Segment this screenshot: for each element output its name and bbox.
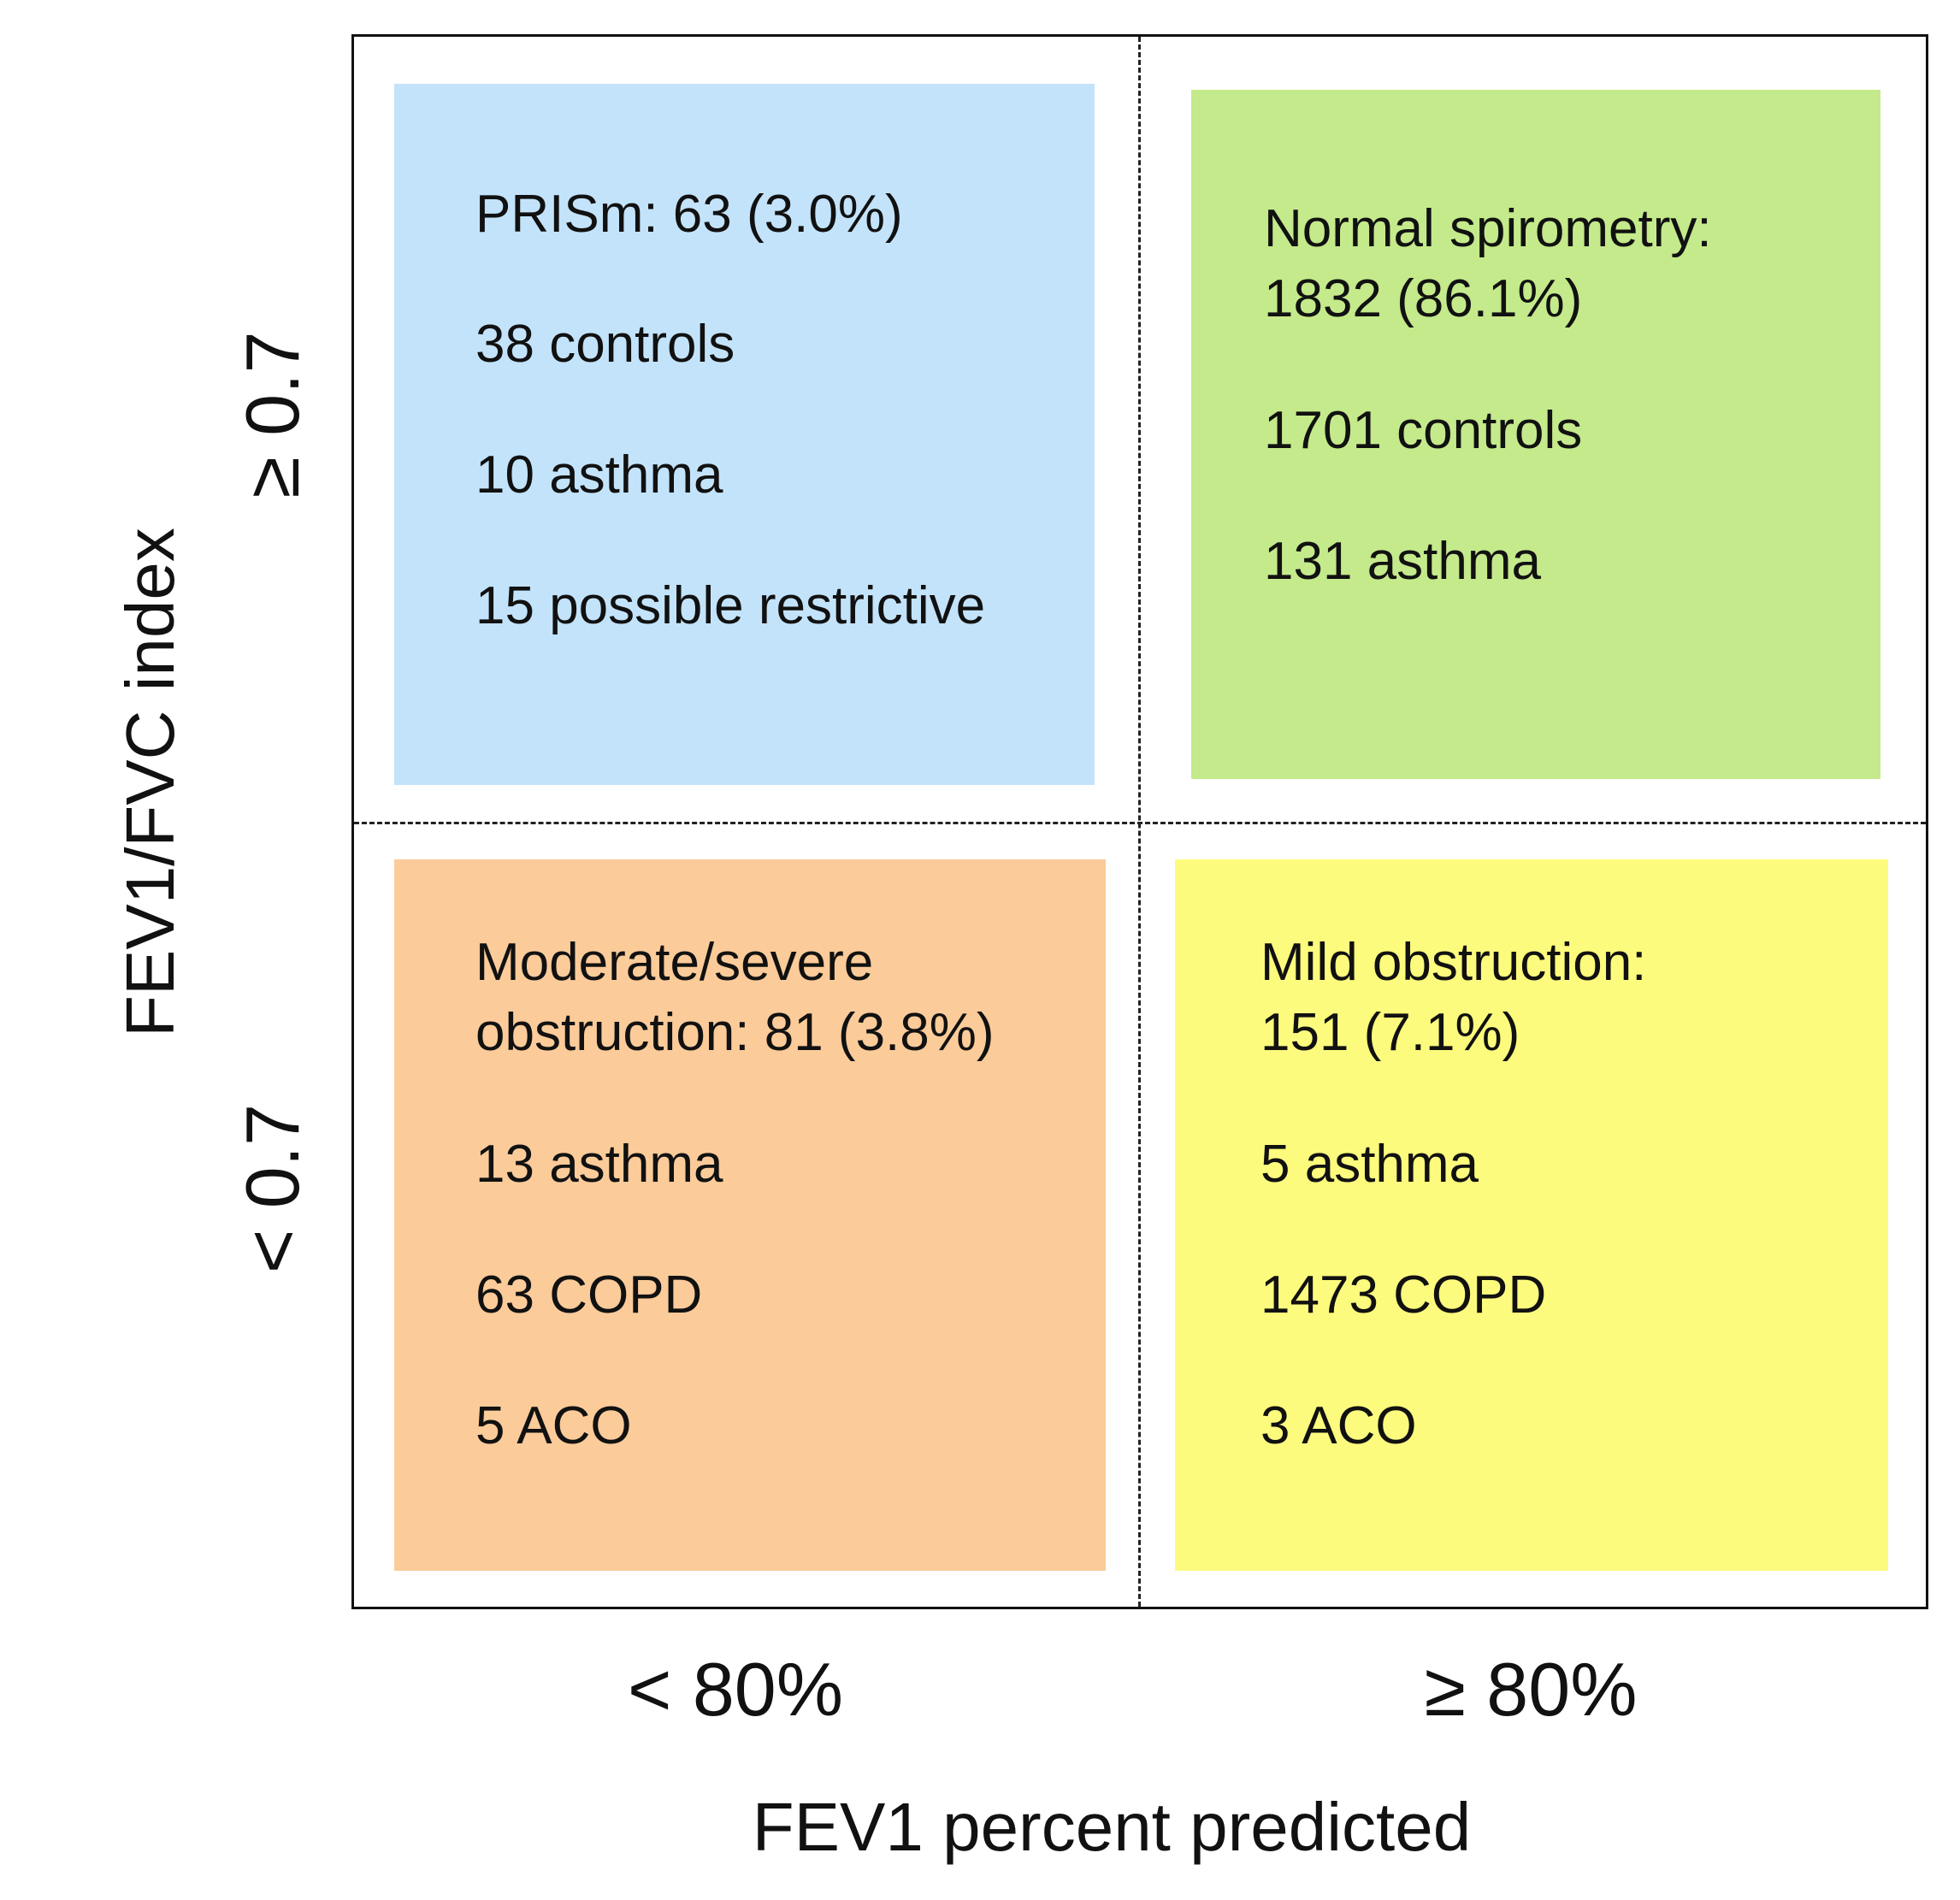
y-axis-label: FEV1/FVC index (112, 528, 188, 1037)
quadrant-line: 1473 COPD (1260, 1266, 1547, 1325)
quadrant-line: 5 ACO (475, 1396, 632, 1455)
quadrant-line: 10 asthma (475, 445, 723, 505)
quadrant-line: 131 asthma (1264, 532, 1541, 591)
quadrant-line: 1701 controls (1264, 401, 1583, 460)
quadrant-title: Mild obstruction: 151 (7.1%) (1260, 933, 1647, 1062)
quadrant-prism: PRISm: 63 (3.0%) 38 controls 10 asthma 1… (394, 84, 1095, 785)
x-tick-low: < 80% (628, 1647, 843, 1732)
horizontal-divider (354, 822, 1926, 824)
quadrant-line: 3 ACO (1260, 1396, 1417, 1455)
y-tick-high: ≥ 0.7 (230, 331, 315, 499)
quadrant-normal-spirometry: Normal spirometry: 1832 (86.1%) 1701 con… (1191, 90, 1880, 779)
y-tick-low: < 0.7 (230, 1103, 315, 1274)
quadrant-line: 15 possible restrictive (475, 576, 986, 635)
quadrant-line: 13 asthma (475, 1135, 723, 1194)
quadrant-title: Moderate/severe obstruction: 81 (3.8%) (475, 933, 995, 1062)
quadrant-mild-obstruction: Mild obstruction: 151 (7.1%) 5 asthma 14… (1175, 859, 1888, 1571)
quadrant-moderate-severe-obstruction: Moderate/severe obstruction: 81 (3.8%) 1… (394, 859, 1106, 1571)
x-tick-high: ≥ 80% (1424, 1647, 1638, 1732)
quadrant-frame (351, 34, 1928, 1609)
quadrant-line: 5 asthma (1260, 1135, 1479, 1194)
quadrant-title: Normal spirometry: 1832 (86.1%) (1264, 199, 1712, 328)
quadrant-title: PRISm: 63 (3.0%) (475, 185, 903, 244)
x-axis-label: FEV1 percent predicted (752, 1789, 1472, 1865)
quadrant-line: 63 COPD (475, 1266, 703, 1325)
quadrant-line: 38 controls (475, 315, 735, 374)
